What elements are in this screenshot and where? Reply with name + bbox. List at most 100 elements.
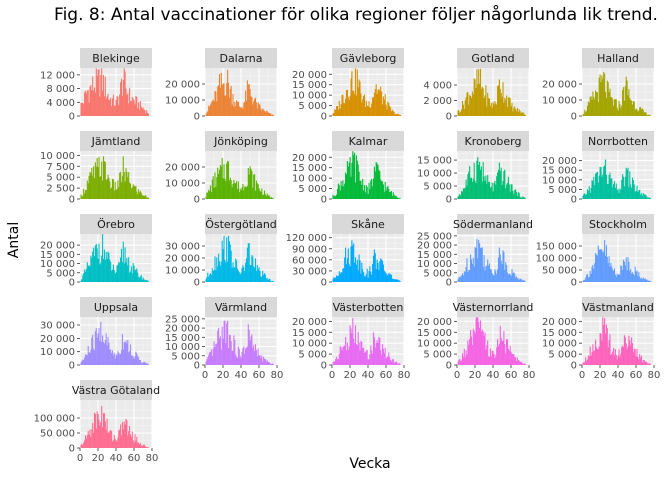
bar [120, 424, 122, 448]
bar [212, 176, 214, 199]
bar [347, 349, 349, 365]
bar [372, 186, 374, 199]
bar [472, 94, 474, 116]
bar [135, 96, 137, 116]
strip-stockholm [582, 214, 654, 234]
bar [518, 192, 520, 199]
bar [124, 181, 126, 199]
y-tick-label: 10 000 [40, 259, 75, 270]
bar [584, 362, 586, 365]
bar [134, 270, 136, 282]
bar [133, 358, 135, 365]
bar [483, 335, 485, 365]
bar [234, 339, 236, 365]
bar [520, 197, 522, 199]
bar [241, 352, 243, 365]
strip-label-skane: Skåne [351, 218, 385, 231]
bar [369, 354, 371, 365]
bar [600, 82, 602, 116]
bar [124, 424, 126, 448]
bar [257, 348, 259, 365]
bar [350, 246, 352, 282]
bar [609, 172, 611, 199]
bar [252, 256, 254, 282]
bar [333, 277, 335, 282]
bar [110, 429, 112, 448]
bar [524, 198, 527, 199]
bar [131, 273, 133, 282]
bar [229, 177, 231, 199]
bar [208, 355, 210, 365]
y-tick-label: 10 000 [292, 174, 327, 185]
bar [353, 154, 355, 199]
bar [366, 268, 368, 282]
bar [250, 168, 252, 199]
bar [640, 277, 643, 282]
bar [335, 196, 337, 199]
bar [464, 357, 466, 365]
bar [614, 99, 616, 116]
bar [384, 181, 386, 199]
bar [476, 69, 478, 116]
bar [645, 112, 647, 116]
bar [261, 355, 263, 365]
bar [637, 356, 639, 365]
bar [129, 271, 132, 282]
bar [485, 266, 487, 282]
bar [357, 164, 359, 199]
bar [96, 75, 98, 116]
bar [258, 267, 260, 282]
bar [122, 156, 124, 199]
bar [393, 111, 395, 116]
bar [88, 265, 90, 282]
bar [348, 99, 350, 116]
bar [87, 345, 89, 365]
y-tick-label: 5 000 [548, 185, 577, 196]
bar [93, 256, 96, 282]
bar [505, 353, 507, 365]
bar [212, 99, 214, 116]
bar [647, 114, 649, 116]
bar [469, 166, 471, 199]
bar [629, 97, 631, 116]
bar [272, 364, 275, 365]
bar [258, 188, 260, 199]
bar [478, 239, 480, 282]
bar [520, 361, 522, 365]
bar [615, 99, 617, 116]
bar [498, 343, 500, 365]
bar [342, 180, 344, 199]
bar [92, 422, 94, 448]
bar [111, 269, 114, 282]
bar [604, 318, 606, 365]
bar [506, 184, 508, 199]
bar [635, 356, 637, 365]
bar [361, 184, 363, 199]
bar [375, 84, 377, 116]
bar [93, 178, 96, 199]
bar [125, 88, 127, 116]
strip-vastra-gotaland [80, 380, 152, 400]
bar [245, 100, 248, 116]
bar [389, 105, 391, 116]
bar [499, 171, 501, 199]
bar [590, 188, 592, 199]
bar [345, 247, 347, 282]
bar [397, 197, 399, 199]
bar [388, 352, 390, 365]
bar [253, 266, 255, 282]
bar [94, 92, 96, 116]
bar [254, 174, 256, 199]
strip-kronoberg [457, 131, 529, 151]
bar [268, 278, 270, 282]
bar [136, 268, 138, 282]
bar [496, 274, 498, 282]
bar [497, 172, 499, 199]
y-tick-label: 15 000 [417, 156, 452, 167]
bar [139, 443, 141, 448]
bar [583, 193, 585, 199]
bar [461, 353, 464, 365]
bar [647, 197, 649, 199]
bar [480, 166, 482, 199]
bar [480, 248, 482, 282]
